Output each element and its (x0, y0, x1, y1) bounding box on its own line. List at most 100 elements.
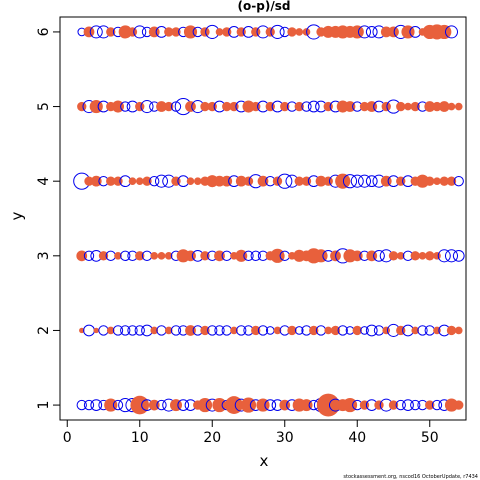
negative-residual-point (127, 325, 138, 336)
positive-residual-point (79, 327, 85, 334)
negative-residual-point (89, 25, 103, 39)
positive-residual-point (185, 325, 196, 336)
positive-residual-point (280, 101, 290, 112)
positive-residual-point (135, 177, 144, 185)
negative-residual-point (373, 249, 385, 262)
x-tick-label: 0 (63, 430, 72, 446)
positive-residual-point (295, 28, 304, 36)
positive-residual-point (330, 325, 341, 336)
x-tick-label: 10 (131, 430, 149, 446)
positive-residual-point (315, 175, 327, 187)
positive-residual-point (294, 101, 304, 112)
negative-residual-point (365, 175, 378, 188)
positive-residual-point (222, 101, 232, 112)
positive-residual-point (164, 101, 174, 112)
negative-residual-point (133, 25, 147, 39)
negative-residual-point (402, 399, 414, 411)
positive-residual-point (251, 325, 261, 336)
positive-residual-point (425, 400, 435, 410)
negative-residual-point (360, 326, 369, 335)
positive-residual-point (98, 251, 109, 261)
positive-residual-point (359, 101, 370, 112)
negative-residual-point (342, 174, 358, 189)
negative-residual-point (431, 399, 443, 411)
positive-residual-point (135, 251, 145, 261)
x-tick-label: 50 (421, 430, 439, 446)
positive-residual-point (235, 175, 247, 187)
negative-residual-point (365, 26, 378, 38)
negative-residual-point (214, 325, 225, 336)
positive-residual-point (437, 24, 452, 40)
positive-residual-point (156, 101, 167, 112)
negative-residual-point (120, 325, 131, 336)
positive-residual-point (415, 174, 430, 188)
positive-residual-point (388, 400, 399, 410)
positive-residual-point (235, 249, 248, 262)
x-tick-label: 30 (276, 430, 294, 446)
positive-residual-point (396, 252, 405, 260)
positive-residual-point (323, 176, 333, 186)
negative-residual-point (170, 101, 182, 112)
positive-residual-point (183, 25, 198, 39)
positive-residual-point (342, 397, 358, 413)
positive-residual-point (127, 27, 138, 37)
negative-residual-point (350, 174, 364, 188)
positive-residual-point (438, 101, 450, 112)
positive-residual-point (382, 326, 391, 335)
positive-residual-point (111, 100, 125, 113)
negative-residual-point (83, 324, 95, 337)
positive-residual-point (424, 101, 436, 112)
positive-residual-point (230, 326, 238, 335)
positive-residual-point (351, 250, 363, 262)
footer-note: stockassessment.org, nscod16 OctoberUpda… (343, 474, 478, 480)
negative-residual-point (277, 173, 293, 189)
negative-residual-point (357, 174, 372, 188)
positive-residual-point (425, 176, 435, 186)
positive-residual-point (352, 325, 362, 336)
positive-residual-point (433, 252, 441, 260)
positive-residual-point (93, 327, 99, 334)
positive-residual-point (243, 176, 254, 186)
negative-residual-point (294, 326, 304, 335)
positive-residual-point (344, 101, 356, 112)
positive-residual-point (287, 27, 297, 37)
positive-residual-point (164, 252, 173, 260)
y-axis: 1 2 3 4 5 6 (36, 27, 60, 410)
data-points (73, 24, 465, 417)
negative-residual-point (452, 249, 465, 262)
positive-residual-point (439, 176, 449, 186)
negative-residual-point (337, 325, 348, 336)
negative-residual-point (357, 25, 372, 39)
negative-residual-point (177, 399, 190, 411)
negative-residual-point (83, 250, 95, 261)
positive-residual-point (287, 325, 297, 336)
positive-residual-point (454, 326, 463, 335)
positive-residual-point (200, 27, 210, 37)
positive-residual-point (77, 101, 87, 112)
negative-residual-point (307, 100, 320, 113)
positive-residual-point (142, 176, 152, 186)
y-tick-label: 3 (36, 251, 52, 260)
positive-residual-point (90, 175, 102, 187)
positive-residual-point (388, 251, 399, 261)
positive-residual-point (350, 25, 364, 39)
negative-residual-point (120, 101, 131, 112)
y-axis-title: y (8, 211, 26, 220)
positive-residual-point (186, 177, 195, 185)
negative-residual-point (243, 250, 254, 261)
y-tick-label: 6 (36, 27, 52, 36)
positive-residual-point (106, 176, 116, 186)
x-tick-label: 40 (348, 430, 366, 446)
positive-residual-point (128, 177, 137, 185)
positive-residual-point (300, 399, 313, 412)
negative-residual-point (112, 399, 124, 411)
positive-residual-point (309, 325, 319, 336)
x-axis-title: x (260, 452, 269, 470)
positive-residual-point (164, 326, 173, 335)
negative-residual-point (365, 324, 378, 337)
negative-residual-point (170, 325, 182, 336)
positive-residual-point (446, 325, 457, 336)
positive-residual-point (212, 397, 227, 413)
negative-residual-point (98, 325, 109, 336)
positive-residual-point (316, 393, 340, 417)
